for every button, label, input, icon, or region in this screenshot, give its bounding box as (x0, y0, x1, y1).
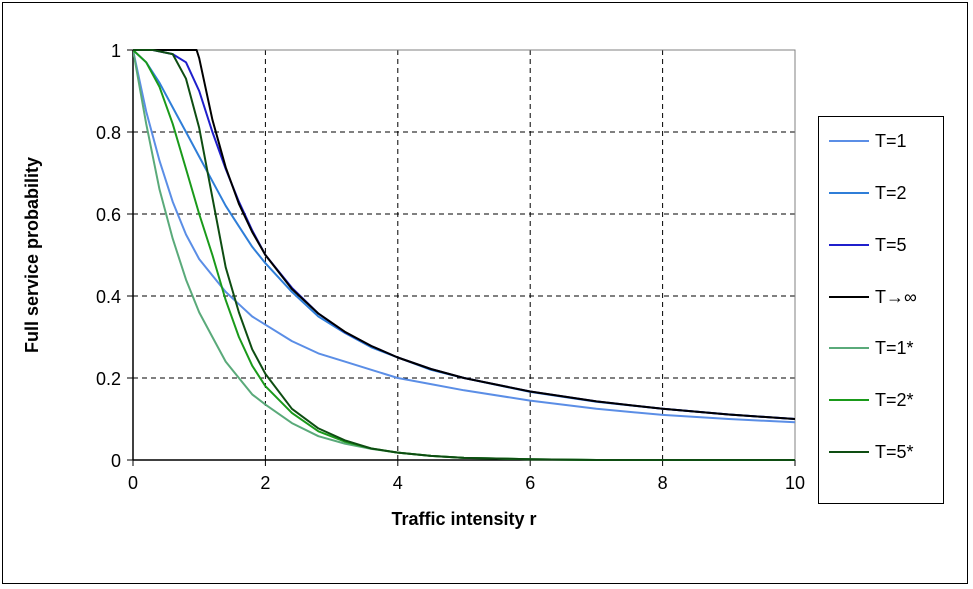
series-line (133, 50, 795, 460)
legend-label: T=2 (875, 183, 907, 203)
plot-area (133, 50, 795, 460)
legend-entry: T=1* (819, 338, 943, 358)
x-tick-label: 6 (525, 473, 535, 493)
legend-swatch (829, 399, 869, 401)
x-tick-label: 8 (658, 473, 668, 493)
series-line (133, 50, 795, 419)
y-axis-title: Full service probability (22, 157, 42, 353)
legend-swatch (829, 140, 869, 142)
legend-entry: T=5 (819, 235, 943, 255)
series-line (133, 50, 795, 422)
series-line (133, 50, 795, 460)
legend-swatch (829, 347, 869, 349)
legend-label: T=5* (875, 442, 914, 462)
legend-entry: T=1 (819, 131, 943, 151)
series-line (133, 50, 795, 460)
tick-labels: 0 2 4 6 8 10 0 0.2 0.4 0.6 0.8 1 (96, 41, 805, 493)
legend: T=1 T=2 T=5 T→∞ T=1* T=2* T=5* (818, 116, 944, 504)
legend-swatch (829, 192, 869, 194)
y-tick-label: 0.8 (96, 123, 121, 143)
x-tick-label: 2 (260, 473, 270, 493)
x-axis-title: Traffic intensity r (391, 509, 536, 529)
legend-swatch (829, 451, 869, 453)
y-tick-label: 0.2 (96, 369, 121, 389)
x-tick-label: 4 (393, 473, 403, 493)
legend-label: T=5 (875, 235, 907, 255)
y-tick-label: 0 (111, 451, 121, 471)
legend-label: T=2* (875, 390, 914, 410)
series-lines (133, 50, 795, 460)
legend-label: T=1* (875, 338, 914, 358)
y-tick-label: 1 (111, 41, 121, 61)
legend-label: T→∞ (875, 287, 917, 307)
x-tick-label: 0 (128, 473, 138, 493)
series-line (133, 50, 795, 419)
legend-entry: T=2 (819, 183, 943, 203)
legend-entry: T=5* (819, 442, 943, 462)
axes (127, 50, 795, 466)
legend-swatch (829, 296, 869, 298)
y-tick-label: 0.4 (96, 287, 121, 307)
legend-label: T=1 (875, 131, 907, 151)
legend-swatch (829, 244, 869, 246)
series-line (133, 50, 795, 419)
gridlines (133, 50, 795, 460)
x-tick-label: 10 (785, 473, 805, 493)
legend-entry: T→∞ (819, 287, 943, 307)
legend-entry: T=2* (819, 390, 943, 410)
y-tick-label: 0.6 (96, 205, 121, 225)
